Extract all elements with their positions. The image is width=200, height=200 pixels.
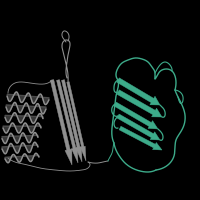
FancyArrow shape (57, 80, 78, 163)
Polygon shape (2, 132, 38, 144)
Polygon shape (2, 142, 38, 154)
Polygon shape (6, 102, 46, 114)
Polygon shape (3, 123, 41, 133)
FancyArrow shape (117, 78, 160, 105)
Polygon shape (7, 92, 49, 105)
FancyArrow shape (62, 80, 82, 162)
FancyArrow shape (119, 126, 162, 150)
FancyArrow shape (117, 90, 162, 117)
FancyArrow shape (117, 114, 160, 140)
FancyArrow shape (50, 80, 72, 165)
Polygon shape (5, 153, 39, 163)
FancyArrow shape (67, 82, 86, 161)
Polygon shape (5, 113, 43, 123)
FancyArrow shape (114, 102, 158, 129)
